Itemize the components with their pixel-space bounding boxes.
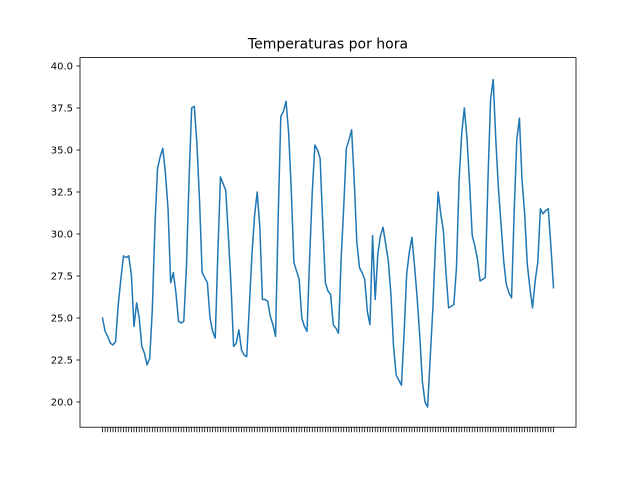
y-tick-label: 22.5 xyxy=(51,356,73,367)
y-tick-label: 27.5 xyxy=(51,272,73,283)
y-axis: 20.0 22.5 25.0 27.5 30.0 32.5 35.0 37.5 40.0 xyxy=(51,62,80,409)
chart-title: Temperaturas por hora xyxy=(247,37,408,53)
temperature-series-line xyxy=(101,78,555,408)
y-tick-label: 37.5 xyxy=(51,104,73,115)
y-tick-label: 30.0 xyxy=(51,230,73,241)
y-tick-label: 25.0 xyxy=(51,314,73,325)
x-axis xyxy=(102,427,554,433)
y-tick-label: 32.5 xyxy=(51,188,73,199)
y-tick-label: 35.0 xyxy=(51,146,73,157)
y-tick-label: 20.0 xyxy=(51,398,73,409)
y-tick-label: 40.0 xyxy=(51,62,73,73)
plot-area-frame xyxy=(79,57,577,428)
